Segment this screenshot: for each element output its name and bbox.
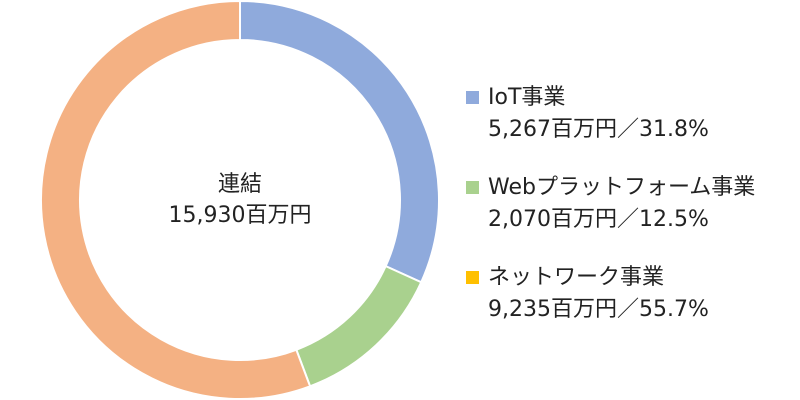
legend-item-network: ネットワーク事業 9,235百万円／55.7% (466, 264, 796, 354)
center-total: 15,930百万円 (168, 203, 312, 228)
center-title: 連結 (217, 172, 262, 197)
legend-swatch-iot (466, 91, 479, 104)
legend-value-iot: 5,267百万円／31.8% (488, 117, 709, 142)
legend-value-web-platform: 2,070百万円／12.5% (488, 207, 709, 232)
legend-label-network: ネットワーク事業 (488, 265, 665, 290)
donut-slice-web-platform (295, 264, 423, 388)
legend-item-iot: IoT事業 5,267百万円／31.8% (466, 84, 796, 174)
legend-swatch-network (466, 271, 479, 284)
legend-swatch-web-platform (466, 181, 479, 194)
donut-slice-network (40, 0, 312, 400)
legend: IoT事業 5,267百万円／31.8% Webプラットフォーム事業 2,070… (466, 84, 796, 354)
donut-slices (40, 0, 440, 400)
legend-label-iot: IoT事業 (488, 85, 566, 110)
legend-item-web-platform: Webプラットフォーム事業 2,070百万円／12.5% (466, 174, 796, 264)
donut-slice-iot (239, 0, 440, 284)
legend-value-network: 9,235百万円／55.7% (488, 297, 709, 322)
legend-label-web-platform: Webプラットフォーム事業 (488, 175, 756, 200)
